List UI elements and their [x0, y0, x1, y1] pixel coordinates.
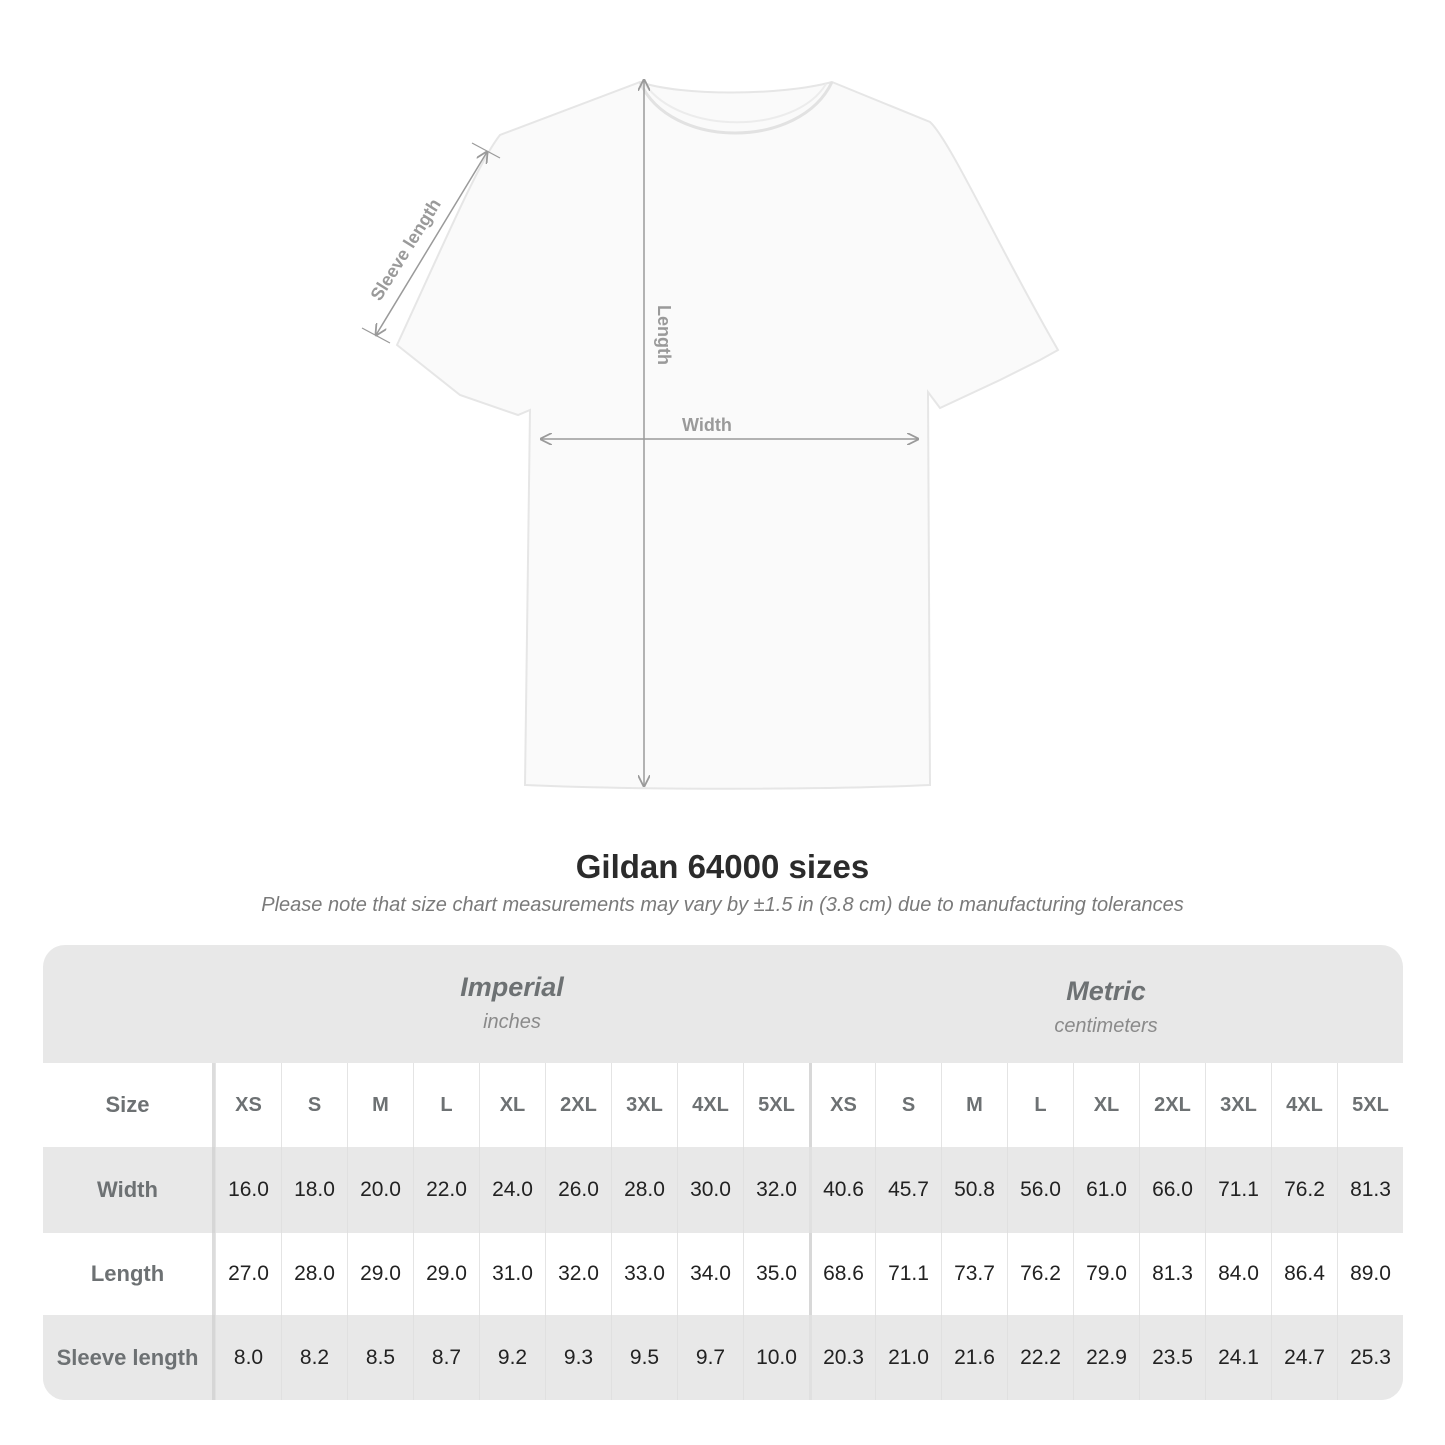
imperial-value-cell: 32.0 [743, 1147, 809, 1233]
row-label: Size [43, 1063, 215, 1147]
imperial-title: Imperial [460, 972, 564, 1002]
imperial-value-cell: 33.0 [611, 1233, 677, 1315]
width-label: Width [682, 415, 732, 435]
tshirt-diagram: Sleeve length Length Width [361, 0, 1060, 790]
metric-unit: centimeters [1054, 1015, 1158, 1037]
imperial-value-cell: 8.5 [347, 1315, 413, 1400]
metric-value-cell: 73.7 [941, 1233, 1007, 1315]
imperial-value-cell: 9.3 [545, 1315, 611, 1400]
metric-value-cell: 89.0 [1337, 1233, 1403, 1315]
imperial-value-cell: 24.0 [479, 1147, 545, 1233]
metric-value-cell: 79.0 [1073, 1233, 1139, 1315]
metric-value-cell: 81.3 [1139, 1233, 1205, 1315]
row-label: Width [43, 1147, 215, 1233]
imperial-value-cell: 9.5 [611, 1315, 677, 1400]
metric-value-cell: 71.1 [875, 1233, 941, 1315]
imperial-value-cell: 34.0 [677, 1233, 743, 1315]
imperial-value-cell: 35.0 [743, 1233, 809, 1315]
imperial-size-header: S [281, 1063, 347, 1147]
imperial-value-cell: 18.0 [281, 1147, 347, 1233]
metric-value-cell: 81.3 [1337, 1147, 1403, 1233]
imperial-size-header: 2XL [545, 1063, 611, 1147]
size-table: Imperial inches Metric centimeters Size X… [43, 945, 1403, 1400]
imperial-value-cell: 26.0 [545, 1147, 611, 1233]
metric-value-cell: 86.4 [1271, 1233, 1337, 1315]
metric-value-cell: 76.2 [1271, 1147, 1337, 1233]
imperial-value-cell: 8.2 [281, 1315, 347, 1400]
metric-header: Metric centimeters [809, 945, 1403, 1063]
imperial-size-header: XL [479, 1063, 545, 1147]
imperial-value-cell: 29.0 [347, 1233, 413, 1315]
metric-value-cell: 21.6 [941, 1315, 1007, 1400]
page-title: Gildan 64000 sizes [575, 848, 870, 885]
metric-value-cell: 66.0 [1139, 1147, 1205, 1233]
metric-value-cell: 23.5 [1139, 1315, 1205, 1400]
table-row: Sleeve length 8.0 8.2 8.5 8.7 9.2 9.3 9.5 9.7 10.… [43, 1315, 1403, 1400]
metric-size-header: 4XL [1271, 1063, 1337, 1147]
imperial-value-cell: 28.0 [611, 1147, 677, 1233]
imperial-value-cell: 20.0 [347, 1147, 413, 1233]
imperial-value-cell: 9.7 [677, 1315, 743, 1400]
metric-value-cell: 25.3 [1337, 1315, 1403, 1400]
metric-size-header: 2XL [1139, 1063, 1205, 1147]
metric-value-cell: 76.2 [1007, 1233, 1073, 1315]
imperial-size-header: 4XL [677, 1063, 743, 1147]
imperial-value-cell: 10.0 [743, 1315, 809, 1400]
metric-size-header: L [1007, 1063, 1073, 1147]
row-label: Length [43, 1233, 215, 1315]
metric-value-cell: 24.7 [1271, 1315, 1337, 1400]
size-header-row: Size XS S M L XL 2XL 3XL 4XL 5XL XS S M L XL 2XL 3XL 4XL 5… [43, 1063, 1403, 1147]
metric-size-header: XS [809, 1063, 875, 1147]
imperial-value-cell: 29.0 [413, 1233, 479, 1315]
imperial-header: Imperial inches [215, 945, 809, 1063]
metric-size-header: M [941, 1063, 1007, 1147]
metric-value-cell: 22.2 [1007, 1315, 1073, 1400]
imperial-value-cell: 8.7 [413, 1315, 479, 1400]
metric-size-header: 3XL [1205, 1063, 1271, 1147]
imperial-value-cell: 27.0 [215, 1233, 281, 1315]
imperial-size-header: M [347, 1063, 413, 1147]
imperial-size-header: L [413, 1063, 479, 1147]
metric-value-cell: 50.8 [941, 1147, 1007, 1233]
table-row: Length 27.0 28.0 29.0 29.0 31.0 32.0 33.0 34.0 35… [43, 1233, 1403, 1315]
metric-value-cell: 40.6 [809, 1147, 875, 1233]
metric-value-cell: 20.3 [809, 1315, 875, 1400]
metric-size-header: XL [1073, 1063, 1139, 1147]
imperial-value-cell: 31.0 [479, 1233, 545, 1315]
table-row: Width 16.0 18.0 20.0 22.0 24.0 26.0 28.0 30.0 32.… [43, 1147, 1403, 1233]
imperial-value-cell: 28.0 [281, 1233, 347, 1315]
row-label: Sleeve length [43, 1315, 215, 1400]
imperial-size-header: XS [215, 1063, 281, 1147]
metric-size-header: S [875, 1063, 941, 1147]
imperial-value-cell: 22.0 [413, 1147, 479, 1233]
tolerance-note: Please note that size chart measurements… [261, 894, 1184, 916]
imperial-value-cell: 32.0 [545, 1233, 611, 1315]
imperial-size-header: 3XL [611, 1063, 677, 1147]
tshirt-body [395, 80, 1060, 790]
imperial-value-cell: 30.0 [677, 1147, 743, 1233]
metric-value-cell: 61.0 [1073, 1147, 1139, 1233]
imperial-size-header: 5XL [743, 1063, 809, 1147]
metric-value-cell: 45.7 [875, 1147, 941, 1233]
metric-value-cell: 84.0 [1205, 1233, 1271, 1315]
imperial-value-cell: 16.0 [215, 1147, 281, 1233]
metric-size-header: 5XL [1337, 1063, 1403, 1147]
metric-title: Metric [1066, 976, 1146, 1006]
imperial-value-cell: 8.0 [215, 1315, 281, 1400]
imperial-value-cell: 9.2 [479, 1315, 545, 1400]
metric-value-cell: 71.1 [1205, 1147, 1271, 1233]
metric-value-cell: 68.6 [809, 1233, 875, 1315]
length-label: Length [654, 305, 674, 365]
metric-value-cell: 56.0 [1007, 1147, 1073, 1233]
metric-value-cell: 21.0 [875, 1315, 941, 1400]
metric-value-cell: 24.1 [1205, 1315, 1271, 1400]
metric-value-cell: 22.9 [1073, 1315, 1139, 1400]
imperial-unit: inches [483, 1011, 541, 1033]
sleeve-length-arrow [376, 152, 487, 335]
